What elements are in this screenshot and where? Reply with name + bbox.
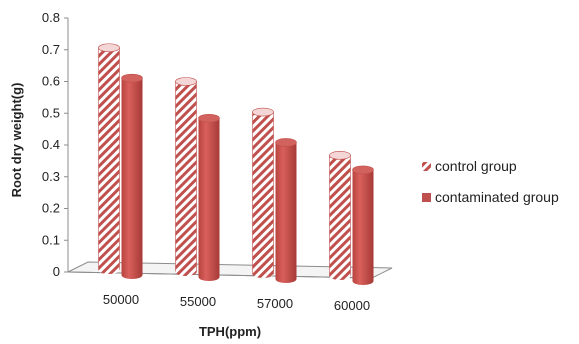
y-tick-label: 0.3	[42, 169, 60, 184]
legend: control group contaminated group	[422, 158, 559, 205]
bar-top-cap	[329, 151, 351, 160]
bar-top-cap	[352, 165, 374, 175]
bar-top-cap	[252, 107, 274, 117]
bar-top-cap	[198, 113, 220, 123]
legend-swatch-contaminated	[422, 193, 431, 202]
y-tick-label: 0.5	[42, 105, 60, 120]
bar-body	[121, 78, 143, 276]
legend-label-control: control group	[435, 158, 517, 174]
bar-bottom-cap	[198, 273, 220, 281]
bar-body	[275, 142, 297, 279]
bar-contaminated	[198, 113, 220, 281]
bar-body	[252, 111, 274, 275]
bar-contaminated	[275, 138, 297, 283]
y-tick-label: 0.1	[42, 232, 60, 247]
legend-swatch-control	[422, 162, 431, 171]
tick-labels: 0 0.1 0.2 0.3 0.4 0.5 0.6 0.7 0.8 50000 55000 57000…	[42, 10, 370, 313]
x-axis-title: TPH(ppm)	[199, 324, 261, 339]
bar-bottom-cap	[329, 272, 351, 280]
x-tick-label: 50000	[103, 292, 139, 307]
x-tick-label: 60000	[334, 298, 370, 313]
bar-top-cap	[121, 73, 143, 83]
bar-contaminated	[121, 73, 143, 279]
bars	[98, 43, 374, 285]
bar-control	[252, 107, 274, 278]
y-tick-label: 0.8	[42, 10, 60, 25]
bar-top-cap	[98, 43, 120, 53]
bar-bottom-cap	[175, 268, 197, 276]
x-tick-label: 55000	[180, 294, 216, 309]
bar-bottom-cap	[121, 271, 143, 279]
bar-body	[98, 47, 120, 271]
y-tick-label: 0.7	[42, 42, 60, 57]
bar-bottom-cap	[275, 275, 297, 283]
bar-control	[329, 151, 351, 280]
bar-body	[175, 81, 197, 273]
bar-top-cap	[175, 77, 197, 86]
bar-bottom-cap	[98, 266, 120, 274]
y-axis-title: Root dry weight(g)	[9, 83, 24, 198]
legend-label-contaminated: contaminated group	[435, 189, 559, 205]
y-tick-label: 0	[53, 264, 60, 279]
bar-body	[198, 118, 220, 277]
y-tick-label: 0.6	[42, 74, 60, 89]
bar-body	[329, 155, 351, 277]
x-tick-label: 57000	[257, 296, 293, 311]
bar-body	[352, 169, 374, 281]
y-tick-label: 0.4	[42, 137, 60, 152]
bar-top-cap	[275, 138, 297, 147]
bar-control	[175, 77, 197, 276]
x-axis-line	[67, 271, 373, 279]
bar-control	[98, 43, 120, 274]
bar-bottom-cap	[352, 277, 374, 285]
bar-bottom-cap	[252, 270, 274, 278]
y-tick-label: 0.2	[42, 201, 60, 216]
bar-contaminated	[352, 165, 374, 285]
